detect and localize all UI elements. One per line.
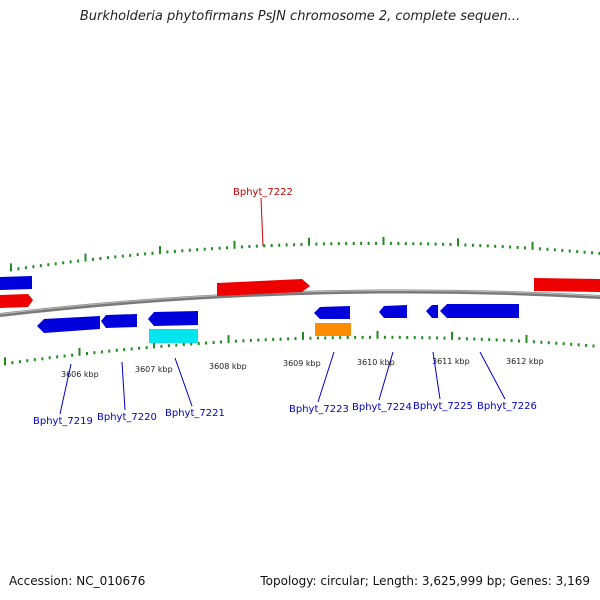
gene-arrow-bphyt-7222[interactable] — [217, 279, 310, 296]
map-title: Burkholderia phytofirmans PsJN chromosom… — [79, 9, 521, 24]
gene-arrow-bphyt-7220[interactable] — [101, 314, 137, 328]
gene-arrow-bphyt-7223[interactable] — [314, 306, 350, 319]
kbp-label: 3612 kbp — [506, 357, 544, 366]
kbp-label: 3608 kbp — [209, 362, 247, 371]
gene-label-bphyt-7219[interactable]: Bphyt_7219 — [33, 416, 93, 427]
label-leader-lines — [59, 197, 506, 415]
gene-arrow-bphyt-7226[interactable] — [440, 304, 519, 318]
topology-summary: Topology: circular; Length: 3,625,999 bp… — [260, 574, 590, 588]
gene-arrow-bphyt-7219[interactable] — [37, 316, 100, 333]
gene-arrow-right-edge-red[interactable] — [534, 278, 600, 292]
gene-label-bphyt-7222[interactable]: Bphyt_7222 — [233, 187, 293, 198]
gene-label-bphyt-7225[interactable]: Bphyt_7225 — [413, 401, 473, 412]
gene-label-bphyt-7223[interactable]: Bphyt_7223 — [289, 404, 349, 415]
gene-label-bphyt-7221[interactable]: Bphyt_7221 — [165, 408, 225, 419]
gene-box-cyan[interactable] — [149, 329, 198, 343]
chromosome-backbone — [0, 289, 600, 317]
gene-labels: Bphyt_7222 Bphyt_7219 Bphyt_7220 Bphyt_7… — [33, 187, 537, 427]
inner-tick-track — [4, 330, 595, 366]
kbp-label: 3610 kbp — [357, 358, 395, 367]
outer-tick-track — [10, 236, 600, 272]
gene-box-orange[interactable] — [315, 323, 351, 336]
gene-label-bphyt-7226[interactable]: Bphyt_7226 — [477, 401, 537, 412]
kbp-label: 3611 kbp — [432, 357, 470, 366]
plus-strand-genes — [0, 276, 600, 308]
gene-label-bphyt-7220[interactable]: Bphyt_7220 — [97, 412, 157, 423]
gene-arrow-bphyt-7225[interactable] — [426, 305, 438, 318]
kbp-label: 3606 kbp — [61, 370, 99, 379]
position-labels: 3606 kbp 3607 kbp 3608 kbp 3609 kbp 3610… — [61, 357, 544, 379]
gene-arrow-bphyt-7224[interactable] — [379, 305, 407, 318]
gene-arrow-left-edge-top[interactable] — [0, 276, 32, 290]
gene-label-bphyt-7224[interactable]: Bphyt_7224 — [352, 402, 412, 413]
gene-arrow-bphyt-7221[interactable] — [148, 311, 198, 326]
gene-arrow-left-edge-red[interactable] — [0, 294, 33, 308]
minus-strand-genes — [37, 304, 519, 343]
kbp-label: 3609 kbp — [283, 359, 321, 368]
kbp-label: 3607 kbp — [135, 365, 173, 374]
accession-text: Accession: NC_010676 — [9, 574, 146, 588]
